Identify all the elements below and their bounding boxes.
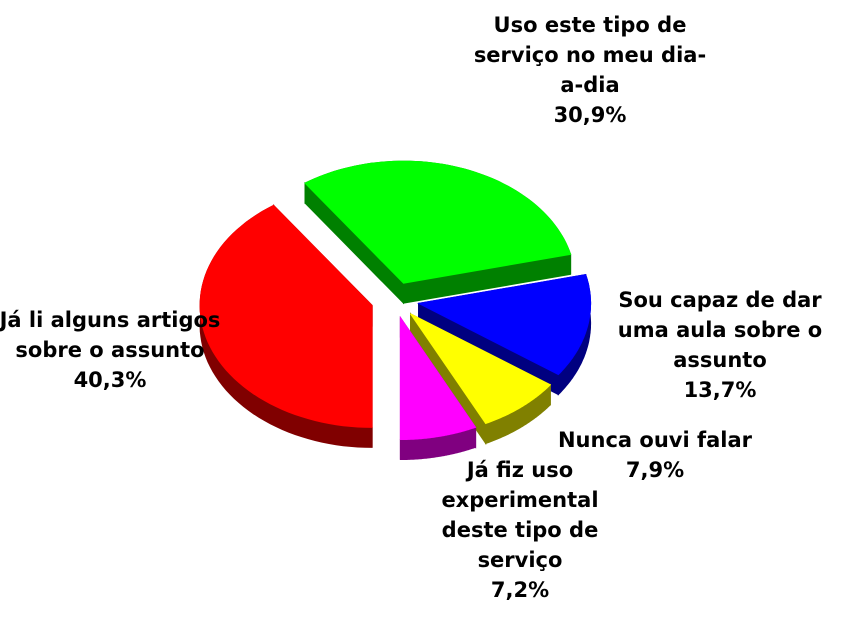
category-name: Já fiz uso experimental deste tipo de se… bbox=[441, 458, 599, 572]
slice-label: Já fiz uso experimental deste tipo de se… bbox=[420, 455, 620, 605]
slice-top bbox=[304, 160, 572, 284]
value-label: 7,2% bbox=[490, 578, 550, 602]
value-label: 30,9% bbox=[553, 103, 627, 127]
category-name: Sou capaz de dar uma aula sobre o assunt… bbox=[617, 288, 823, 372]
slice bbox=[304, 160, 572, 305]
slice-label: Já li alguns artigos sobre o assunto 40,3… bbox=[0, 305, 225, 395]
value-label: 7,9% bbox=[625, 458, 685, 482]
slice-top bbox=[417, 274, 592, 376]
category-name: Uso este tipo de serviço no meu dia-a-di… bbox=[473, 13, 707, 97]
slice bbox=[399, 315, 477, 460]
category-name: Nunca ouvi falar bbox=[557, 428, 752, 452]
slice bbox=[410, 312, 552, 446]
value-label: 40,3% bbox=[73, 368, 147, 392]
value-label: 13,7% bbox=[683, 378, 757, 402]
slice-top bbox=[199, 204, 373, 428]
slice bbox=[199, 204, 373, 448]
slice bbox=[417, 274, 592, 396]
category-name: Já li alguns artigos sobre o assunto bbox=[0, 308, 221, 362]
slice-label: Uso este tipo de serviço no meu dia-a-di… bbox=[470, 10, 710, 130]
slice-label: Sou capaz de dar uma aula sobre o assunt… bbox=[600, 285, 840, 405]
slice-top bbox=[410, 313, 552, 425]
slice-label: Nunca ouvi falar 7,9% bbox=[525, 425, 785, 485]
slice-top bbox=[399, 315, 477, 440]
